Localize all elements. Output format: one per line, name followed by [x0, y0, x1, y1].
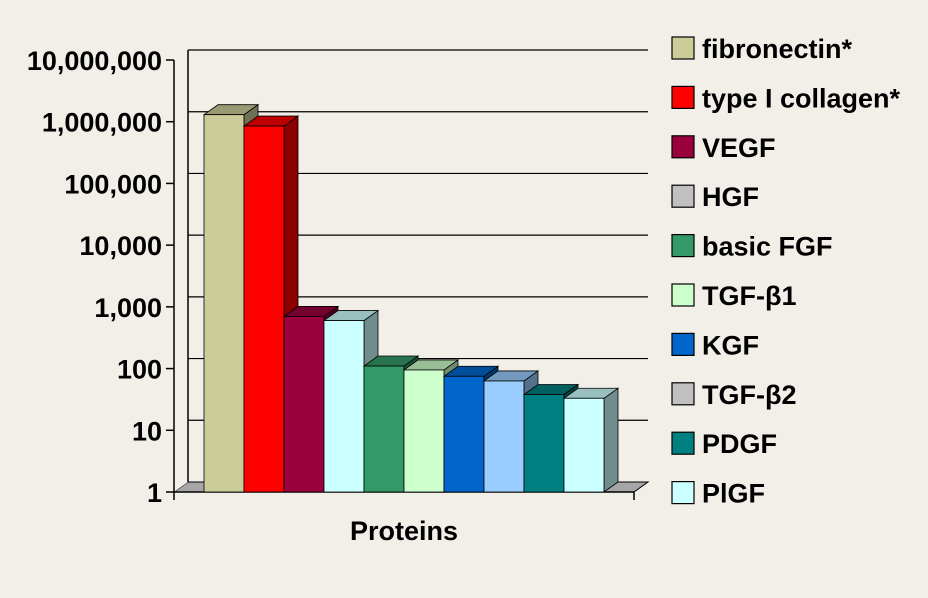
legend-swatch [671, 481, 695, 505]
legend-swatch [671, 135, 695, 159]
legend-swatch [671, 431, 695, 455]
legend: fibronectin* type I collagen* VEGF HGF basic… [671, 34, 901, 509]
legend-swatch [671, 85, 695, 110]
y-tick-label: 10,000 [79, 231, 162, 261]
legend-item: TGF-β2 [671, 380, 796, 410]
legend-item: VEGF [671, 133, 776, 163]
legend-label: fibronectin* [702, 34, 852, 64]
legend-swatch [671, 36, 695, 60]
legend-item: HGF [671, 182, 759, 212]
legend-item: PDGF [671, 429, 777, 459]
legend-label: PlGF [702, 479, 765, 509]
legend-swatch [671, 382, 695, 406]
y-tick-label: 10 [132, 416, 162, 446]
legend-label: type I collagen* [702, 83, 901, 113]
legend-swatch [671, 332, 695, 356]
legend-swatch [671, 283, 695, 307]
y-tick-label: 10,000,000 [27, 46, 162, 76]
legend-swatch [671, 184, 695, 208]
y-axis-ticks: 1 10 100 1,000 10,000 100,000 1,000,000 10,000,… [27, 46, 635, 508]
x-axis-title: Proteins [350, 516, 458, 546]
legend-label: PDGF [702, 429, 777, 459]
legend-item: basic FGF [671, 232, 833, 262]
y-tick-label: 1,000,000 [42, 108, 162, 138]
legend-label: HGF [702, 182, 759, 212]
legend-item: fibronectin* [671, 34, 852, 64]
legend-item: type I collagen* [671, 83, 901, 113]
bar-10 [562, 387, 620, 493]
y-tick-label: 1,000 [94, 293, 162, 323]
y-tick-label: 1 [147, 478, 162, 508]
legend-item: TGF-β1 [671, 281, 796, 311]
legend-swatch [671, 234, 695, 258]
bars [202, 103, 620, 493]
y-tick-label: 100,000 [64, 169, 162, 199]
legend-label: basic FGF [702, 232, 833, 262]
legend-label: TGF-β2 [702, 380, 796, 410]
legend-label: TGF-β1 [702, 281, 796, 311]
legend-item: KGF [671, 330, 759, 360]
legend-label: VEGF [702, 133, 776, 163]
y-tick-label: 100 [117, 355, 162, 385]
legend-item: PlGF [671, 479, 765, 509]
legend-label: KGF [702, 330, 759, 360]
